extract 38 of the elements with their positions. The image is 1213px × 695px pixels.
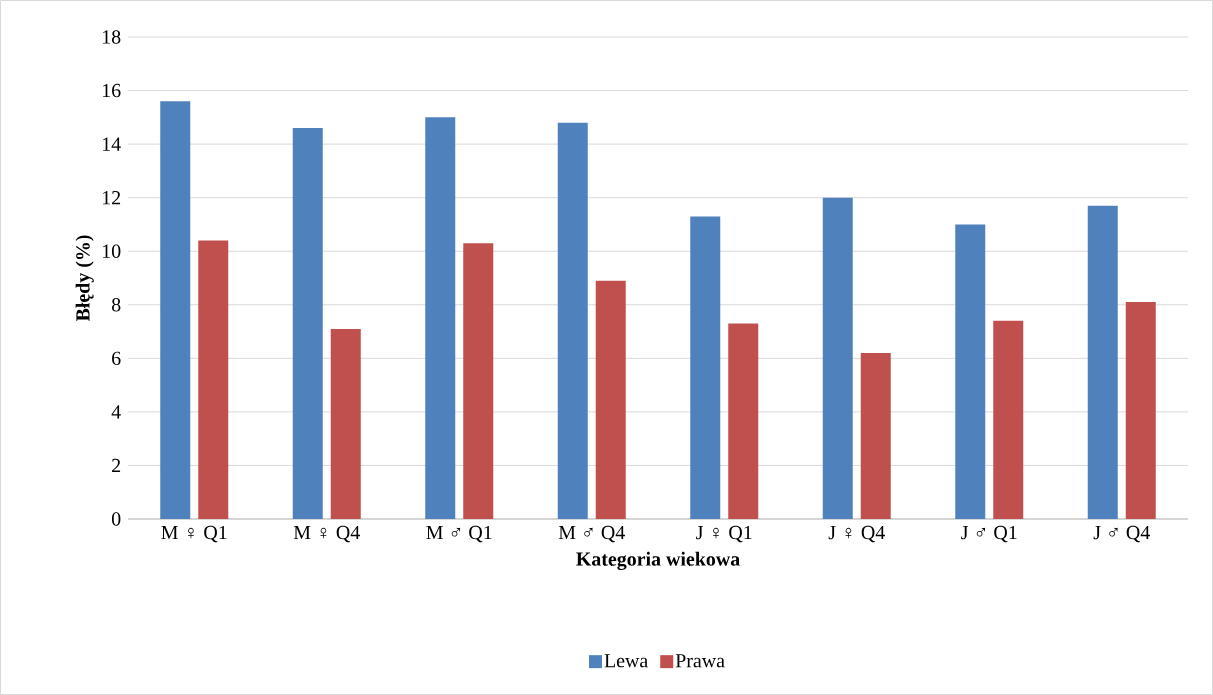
y-tick-label: 6 <box>112 351 121 366</box>
bar <box>690 216 721 519</box>
y-tick-label: 4 <box>111 405 121 419</box>
bar <box>1087 205 1118 519</box>
bar <box>955 224 986 519</box>
bar <box>198 240 229 519</box>
bar <box>860 352 891 519</box>
bar <box>595 280 626 519</box>
x-tick-label: J ♀ Q4 <box>828 525 885 543</box>
y-tick-label: 0 <box>111 512 121 526</box>
x-axis-title: Kategoria wiekowa <box>576 551 740 570</box>
y-tick-label: 16 <box>102 83 121 98</box>
y-tick-label: 18 <box>102 30 121 44</box>
x-tick-label: J ♂ Q4 <box>1093 525 1150 543</box>
bar <box>425 117 456 519</box>
bar <box>463 243 494 519</box>
x-tick-label: M ♂ Q1 <box>426 525 492 543</box>
bar <box>557 122 588 519</box>
y-tick-label: 12 <box>102 191 121 205</box>
bar <box>822 197 853 519</box>
y-tick-label: 8 <box>111 298 121 312</box>
x-tick-label: J ♂ Q1 <box>961 525 1017 543</box>
bar <box>292 128 323 519</box>
y-axis-title: Błędy (%) <box>75 235 94 322</box>
bar <box>728 323 759 519</box>
x-tick-label: M ♀ Q4 <box>293 525 360 543</box>
bar <box>1125 302 1156 519</box>
legend-label: Lewa <box>604 654 648 668</box>
x-tick-label: J ♀ Q1 <box>696 525 752 543</box>
bar <box>330 328 361 519</box>
y-tick-label: 10 <box>102 244 121 258</box>
bar <box>993 320 1024 519</box>
legend-label: Prawa <box>675 654 725 668</box>
bar <box>160 101 191 519</box>
y-tick-label: 14 <box>102 137 121 151</box>
x-tick-label: M ♂ Q4 <box>558 525 625 543</box>
y-tick-label: 2 <box>112 458 121 473</box>
x-tick-label: M ♀ Q1 <box>161 525 227 543</box>
